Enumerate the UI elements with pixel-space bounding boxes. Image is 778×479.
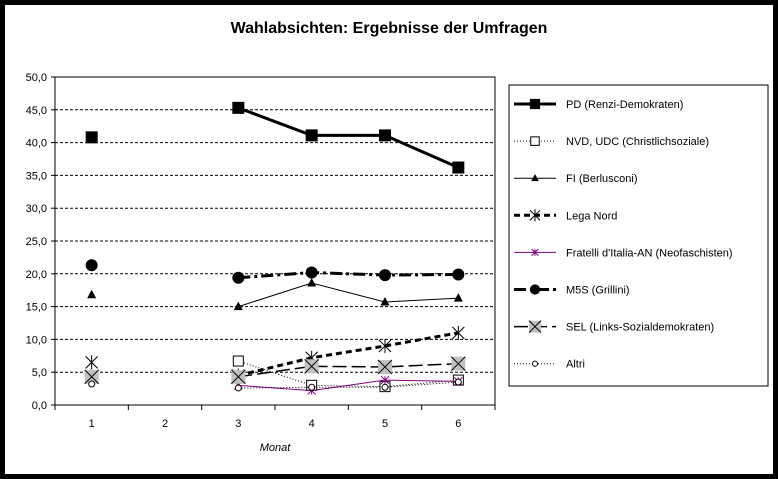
data-point: [379, 129, 391, 142]
x-tick-label: 1: [89, 418, 95, 430]
legend-label: Lega Nord: [566, 210, 617, 222]
y-tick-label: 45,0: [26, 105, 47, 117]
series-line: [238, 362, 459, 378]
legend-item: M5S (Grillini): [514, 284, 630, 297]
series-line: [238, 270, 459, 280]
data-point: [379, 269, 391, 282]
legend-label: SEL (Links-Sozialdemokraten): [566, 322, 714, 334]
x-axis-label: Monat: [260, 442, 292, 454]
series-line: [238, 381, 459, 389]
legend-box: [508, 84, 769, 387]
data-point: [380, 297, 390, 306]
data-point: [531, 248, 539, 257]
x-tick-label: 5: [382, 418, 388, 430]
data-point: [232, 101, 245, 114]
legend-label: NVD, UDC (Christlichsoziale): [566, 136, 709, 148]
legend-label: PD (Renzi-Demokraten): [566, 99, 683, 111]
data-point: [381, 383, 389, 391]
series-line: [237, 331, 459, 377]
data-point: [232, 355, 244, 367]
series-sel-links-sozialdemokraten: [84, 356, 466, 385]
chart-title: Wahlabsichten: Ergebnisse der Umfragen: [230, 20, 548, 37]
legend-label: Altri: [566, 359, 585, 371]
legend-item: Altri: [514, 359, 585, 371]
y-tick-label: 10,0: [26, 334, 47, 346]
legend-label: M5S (Grillini): [566, 285, 630, 297]
data-point: [234, 384, 242, 392]
x-tick-label: 6: [455, 418, 461, 430]
data-point: [305, 129, 318, 142]
series-line: [237, 106, 459, 169]
data-point: [531, 360, 539, 367]
data-point: [380, 375, 390, 385]
legend-item: PD (Renzi-Demokraten): [514, 98, 683, 111]
data-point: [232, 271, 245, 284]
legend-item: NVD, UDC (Christlichsoziale): [514, 136, 709, 148]
data-point: [529, 284, 541, 295]
data-point: [452, 268, 465, 281]
data-point: [531, 173, 539, 182]
x-tick-label: 4: [309, 418, 315, 430]
y-tick-label: 30,0: [26, 203, 47, 215]
data-point: [529, 98, 541, 110]
data-point: [85, 355, 99, 370]
y-tick-label: 25,0: [26, 236, 47, 248]
data-point: [529, 209, 541, 222]
data-point: [304, 358, 320, 374]
legend-item: Fratelli d'Italia-AN (Neofaschisten): [514, 247, 733, 259]
legend-label: FI (Berlusconi): [566, 173, 638, 185]
legend-item: SEL (Links-Sozialdemokraten): [514, 320, 714, 334]
y-tick-label: 40,0: [26, 138, 47, 150]
legend-item: Lega Nord: [514, 209, 617, 222]
y-tick-label: 5,0: [32, 367, 47, 379]
data-point: [452, 161, 465, 174]
legend-item: FI (Berlusconi): [514, 173, 638, 185]
x-tick-label: 2: [162, 418, 168, 430]
x-tick-label: 3: [235, 418, 241, 430]
y-tick-label: 0,0: [32, 400, 47, 412]
data-point: [307, 277, 317, 287]
y-tick-label: 50,0: [26, 72, 47, 84]
series-altri: [88, 378, 462, 392]
series-m5s-grillini: [85, 259, 465, 284]
series-pd-renzi-demokraten: [85, 101, 465, 174]
data-point: [450, 356, 466, 372]
legend-label: Fratelli d'Italia-AN (Neofaschisten): [566, 247, 733, 259]
data-point: [87, 289, 97, 299]
data-point: [88, 380, 96, 388]
data-point: [85, 131, 98, 144]
data-point: [377, 359, 393, 375]
data-point: [308, 383, 316, 391]
data-point: [454, 378, 462, 386]
data-point: [378, 338, 392, 353]
y-tick-label: 20,0: [26, 269, 47, 281]
y-tick-label: 15,0: [26, 302, 47, 314]
data-point: [530, 136, 540, 146]
data-point: [305, 266, 318, 279]
data-point: [84, 369, 100, 385]
data-point: [230, 369, 246, 385]
data-point: [85, 259, 98, 272]
data-point: [233, 301, 243, 311]
data-point: [528, 320, 542, 333]
y-tick-label: 35,0: [26, 170, 47, 182]
series-line: [238, 282, 459, 308]
data-point: [451, 325, 465, 340]
series-fi-berlusconi: [87, 277, 463, 311]
data-point: [453, 293, 463, 302]
